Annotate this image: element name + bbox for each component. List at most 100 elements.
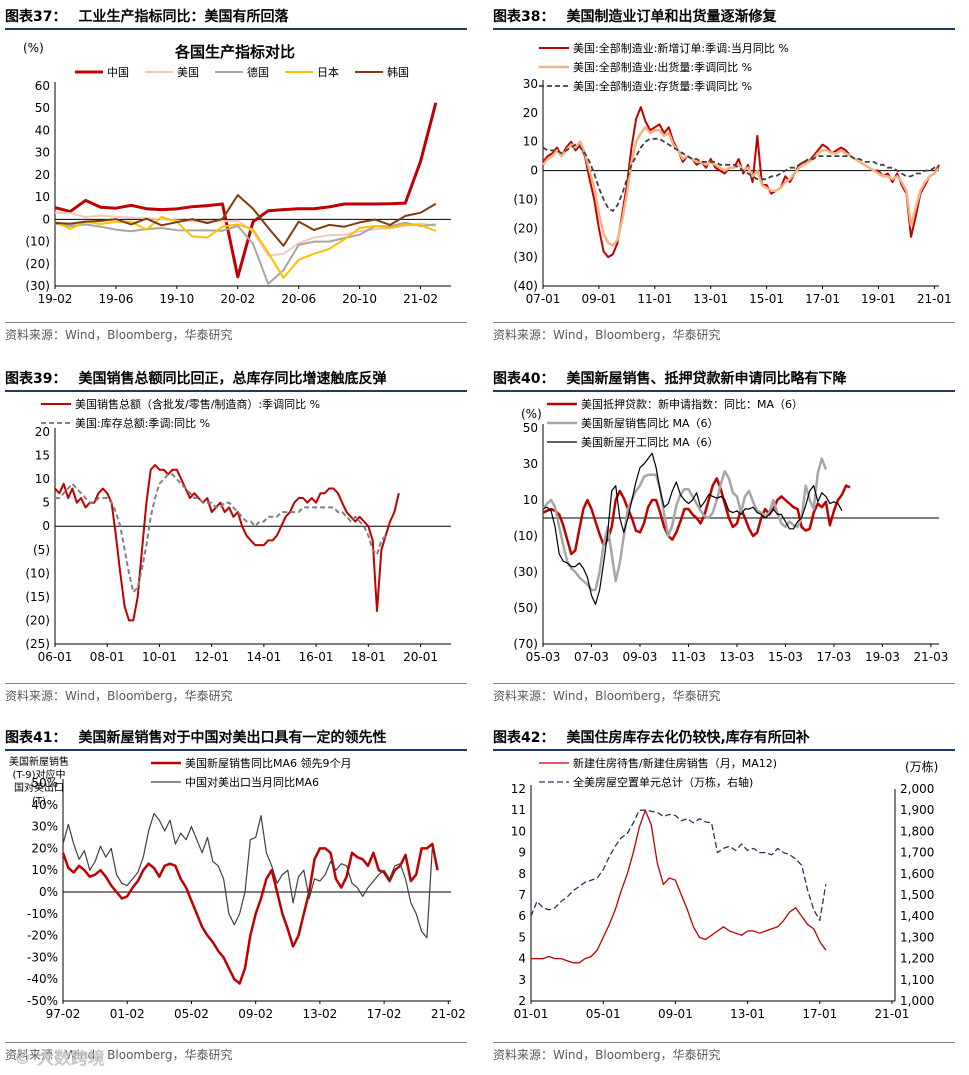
x-tick-label: 21-03 xyxy=(913,650,948,664)
x-tick-label: 21-02 xyxy=(403,292,438,306)
y2-tick-label: 1,900 xyxy=(900,803,934,817)
x-tick-label: 16-01 xyxy=(299,650,334,664)
x-tick-label: 14-01 xyxy=(246,650,281,664)
y-tick-label: 10 xyxy=(511,824,526,838)
x-tick-label: 07-03 xyxy=(574,650,609,664)
figure-title: 美国新屋销售、抵押贷款新申请同比略有下降 xyxy=(566,371,847,387)
x-tick-label: 19-06 xyxy=(98,292,133,306)
x-tick-label: 09-03 xyxy=(623,650,658,664)
x-tick-label: 20-10 xyxy=(342,292,377,306)
x-tick-label: 21-02 xyxy=(431,1007,466,1021)
y2-tick-label: 1,800 xyxy=(900,824,934,838)
y-tick-label: 9 xyxy=(518,846,526,860)
figure-number: 图表41： xyxy=(5,730,67,746)
x-tick-label: 08-01 xyxy=(90,650,125,664)
left-annotation-line: (T-9)对应中 xyxy=(13,768,66,781)
series-line-0 xyxy=(54,102,438,279)
figure-title: 美国制造业订单和出货量逐渐修复 xyxy=(566,9,777,25)
figure-title: 工业生产指标同比：美国有所回落 xyxy=(78,9,289,25)
legend-label: 日本 xyxy=(317,65,339,79)
figure-title: 美国销售总额同比回正，总库存同比增速触底反弹 xyxy=(78,371,387,387)
x-tick-label: 09-02 xyxy=(238,1007,273,1021)
y-tick-label: 7 xyxy=(518,888,526,902)
y-tick-label: -10% xyxy=(27,907,58,921)
legend-label: 美国:全部制造业:出货量:季调同比 % xyxy=(573,60,752,74)
y2-tick-label: 1,000 xyxy=(900,994,934,1008)
series-line-2 xyxy=(542,452,843,605)
y2-tick-label: 1,700 xyxy=(900,846,934,860)
chart-svg-41: 50% 40% 30% 20% 10% 0% -10% -20% -30% -40% -50%97-… xyxy=(9,755,466,1021)
y-tick-label: (50) xyxy=(513,601,538,615)
x-tick-label: 18-01 xyxy=(351,650,386,664)
chart-svg-38: 30 20 10 0 (10) (20) (30) (40)07-01 09-01 11-01 13… xyxy=(513,41,952,306)
y-tick-label: 10 xyxy=(523,493,538,507)
legend-label: 全美房屋空置单元总计（万栋，右轴) xyxy=(573,775,753,789)
y2-tick-label: 1,400 xyxy=(900,909,934,923)
y-tick-label: (20) xyxy=(513,221,538,235)
panel-figure-37: 图表37： 工业生产指标同比：美国有所回落 60 50 40 30 20 10 0 (10) (2… xyxy=(5,6,467,346)
y-tick-label: -50% xyxy=(27,994,58,1008)
x-tick-label: 15-01 xyxy=(749,292,784,306)
y-tick-label: 50 xyxy=(523,421,538,435)
x-tick-label: 12-01 xyxy=(194,650,229,664)
figure-title-bar: 图表37： 工业生产指标同比：美国有所回落 xyxy=(5,6,467,30)
left-annotation-line: (T) xyxy=(32,796,46,807)
x-tick-label: 19-01 xyxy=(861,292,896,306)
legend-label: 德国 xyxy=(247,65,269,79)
legend-label: 韩国 xyxy=(387,65,409,79)
y2-tick-label: 1,300 xyxy=(900,930,934,944)
y-tick-label: (20) xyxy=(25,613,50,627)
chart-svg-37: 60 50 40 30 20 10 0 (10) (20) (30)19-02 19-06 19-10… xyxy=(23,41,451,306)
y-tick-label: 40% xyxy=(31,798,58,812)
x-tick-label: 01-02 xyxy=(110,1007,145,1021)
y-tick-label: (30) xyxy=(513,565,538,579)
y-tick-label: 20 xyxy=(35,168,50,182)
series-line-1 xyxy=(530,809,827,922)
x-tick-label: 13-01 xyxy=(730,1007,765,1021)
x-tick-label: 11-01 xyxy=(637,292,672,306)
y2-tick-label: 1,200 xyxy=(900,952,934,966)
x-tick-label: 05-01 xyxy=(586,1007,621,1021)
figure-title-bar: 图表42： 美国住房库存去化仍较快,库存有所回补 xyxy=(493,727,955,751)
x-tick-label: 21-01 xyxy=(917,292,952,306)
y2-tick-label: 1,500 xyxy=(900,888,934,902)
y-axis-unit: (%) xyxy=(521,407,542,421)
panel-figure-40: 图表40： 美国新屋销售、抵押贷款新申请同比略有下降 50 30 10 (10) (30)… xyxy=(493,368,955,708)
figure-number: 图表38： xyxy=(493,9,555,25)
y-tick-label: (40) xyxy=(513,279,538,293)
y-tick-label: 20 xyxy=(35,425,50,439)
series-line-1 xyxy=(62,812,433,939)
x-tick-label: 17-01 xyxy=(802,1007,837,1021)
y-tick-label: 2 xyxy=(518,994,526,1008)
figure-number: 图表39： xyxy=(5,371,67,387)
source-note: 资料来源：Wind，Bloomberg，华泰研究 xyxy=(493,322,955,343)
x-tick-label: 13-01 xyxy=(693,292,728,306)
left-annotation-line: 美国新屋销售 xyxy=(9,755,69,768)
series-line-0 xyxy=(531,809,827,964)
x-tick-label: 05-03 xyxy=(526,650,561,664)
y-tick-label: 8 xyxy=(518,867,526,881)
series-line-0 xyxy=(54,464,400,622)
source-note: 资料来源：Wind，Bloomberg，华泰研究 xyxy=(493,683,955,704)
y-tick-label: (30) xyxy=(513,250,538,264)
series-line-3 xyxy=(54,215,437,279)
figure-number: 图表40： xyxy=(493,371,555,387)
x-tick-label: 19-02 xyxy=(38,292,73,306)
legend-label: 新建住房待售/新建住房销售（月，MA12) xyxy=(573,756,777,770)
y-tick-label: 0% xyxy=(39,885,58,899)
y-tick-label: (10) xyxy=(25,566,50,580)
x-tick-label: 19-03 xyxy=(865,650,900,664)
x-tick-label: 09-01 xyxy=(581,292,616,306)
left-annotation-line: 国对美出口 xyxy=(14,781,64,794)
legend-label: 美国:全部制造业:新增订单:季调:当月同比 % xyxy=(573,41,789,55)
panel-figure-38: 图表38： 美国制造业订单和出货量逐渐修复 30 20 10 0 (10) (20) (30)… xyxy=(493,6,955,346)
figure-title-bar: 图表41： 美国新屋销售对于中国对美出口具有一定的领先性 xyxy=(5,727,467,751)
panel-figure-42: 图表42： 美国住房库存去化仍较快,库存有所回补 12 11 10 9 8 7 6 5 4 3 2 2,… xyxy=(493,727,955,1067)
series-line-4 xyxy=(54,194,437,247)
figure-title: 美国新屋销售对于中国对美出口具有一定的领先性 xyxy=(78,730,387,746)
y-tick-label: 5 xyxy=(42,496,50,510)
chart-svg-42: 12 11 10 9 8 7 6 5 4 3 2 2,000 1,900 1,800 1,700 1,600 1… xyxy=(511,756,939,1021)
y-tick-label: 30 xyxy=(523,457,538,471)
y-tick-label: -40% xyxy=(27,972,58,986)
